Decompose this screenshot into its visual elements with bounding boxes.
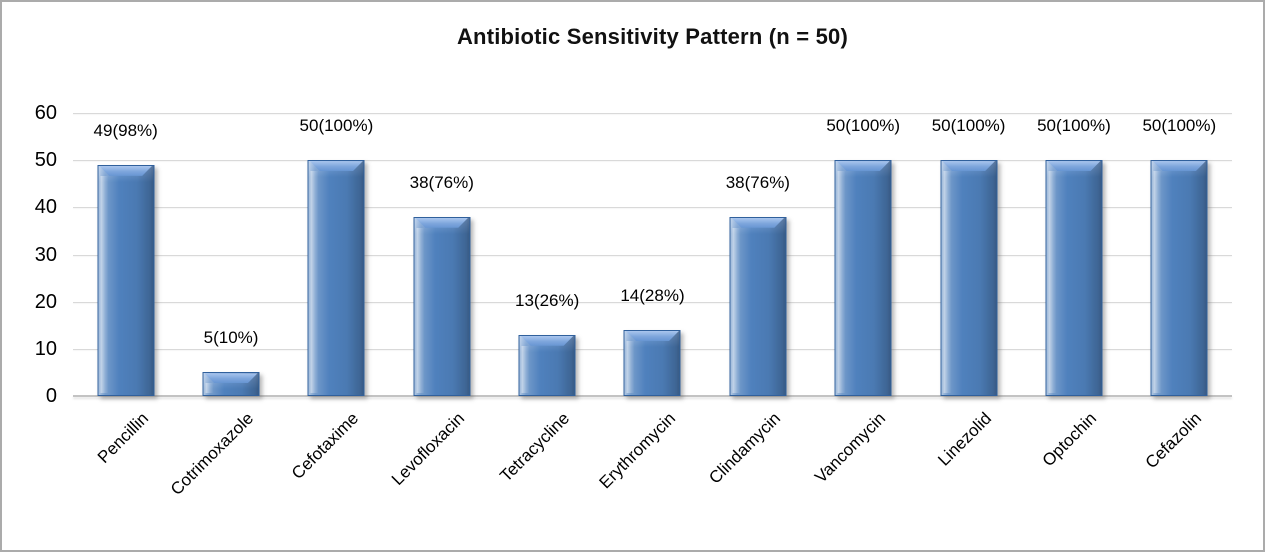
y-axis-tick-label: 50 xyxy=(34,149,57,172)
bar xyxy=(729,216,787,396)
bar-group-cefotaxime: 50(100%) xyxy=(284,113,389,396)
y-axis-tick-label: 0 xyxy=(45,385,57,407)
gridline-y-50 xyxy=(73,160,1232,162)
bar-value-label: 49(98%) xyxy=(93,120,158,140)
bar-value-label: 50(100%) xyxy=(299,116,374,136)
gridline-y-30 xyxy=(73,254,1232,256)
bar-value-label: 50(100%) xyxy=(1037,116,1111,136)
bar-value-label: 14(28%) xyxy=(620,285,685,305)
gridline-y-60 xyxy=(73,113,1232,114)
bar-group-erythromycin: 14(28%) xyxy=(600,113,705,396)
bar-group-cotrimoxazole: 5(10%) xyxy=(178,113,283,396)
bar-group-linezolid: 50(100%) xyxy=(916,113,1021,396)
bar-value-label: 50(100%) xyxy=(1142,116,1217,136)
bar xyxy=(307,160,365,396)
bar-group-optochin: 50(100%) xyxy=(1021,113,1126,396)
y-axis-tick-label: 30 xyxy=(34,243,57,266)
bar xyxy=(623,329,681,396)
bar xyxy=(834,160,892,396)
bar-group-clindamycin: 38(76%) xyxy=(705,113,810,396)
bar xyxy=(97,164,155,396)
bar-value-label: 5(10%) xyxy=(203,328,259,348)
gridline-y-40 xyxy=(73,207,1232,209)
gridline-y-20 xyxy=(73,301,1232,303)
bar-group-tetracycline: 13(26%) xyxy=(494,113,599,396)
y-axis-tick-label: 40 xyxy=(34,196,57,219)
bar-value-label: 38(76%) xyxy=(725,172,790,192)
y-axis-tick-label: 20 xyxy=(34,290,57,313)
bar-value-label: 38(76%) xyxy=(409,172,474,192)
bar xyxy=(1150,160,1208,396)
bar-value-label: 13(26%) xyxy=(514,290,580,310)
x-axis-line xyxy=(73,395,1232,397)
bar xyxy=(202,372,260,396)
bar-value-label: 50(100%) xyxy=(826,116,901,136)
bar xyxy=(518,334,576,396)
bar-group-vancomycin: 50(100%) xyxy=(811,113,916,396)
bar-value-label: 50(100%) xyxy=(931,116,1006,136)
bar xyxy=(1045,160,1103,396)
bar xyxy=(940,160,998,396)
chart-title: Antibiotic Sensitivity Pattern (n = 50) xyxy=(456,24,849,49)
y-axis-tick-label: 10 xyxy=(34,337,57,360)
y-axis-tick-label: 60 xyxy=(34,102,57,124)
bar xyxy=(413,216,471,396)
plot-area: 49(98%) 5(10%) 50(100%) 38(76%) 13(26%) 14(28… xyxy=(73,113,1232,397)
bar-group-cefazolin: 50(100%) xyxy=(1127,113,1232,396)
bar-group-pencillin: 49(98%) xyxy=(73,113,178,396)
bar-group-levofloxacin: 38(76%) xyxy=(389,113,494,396)
